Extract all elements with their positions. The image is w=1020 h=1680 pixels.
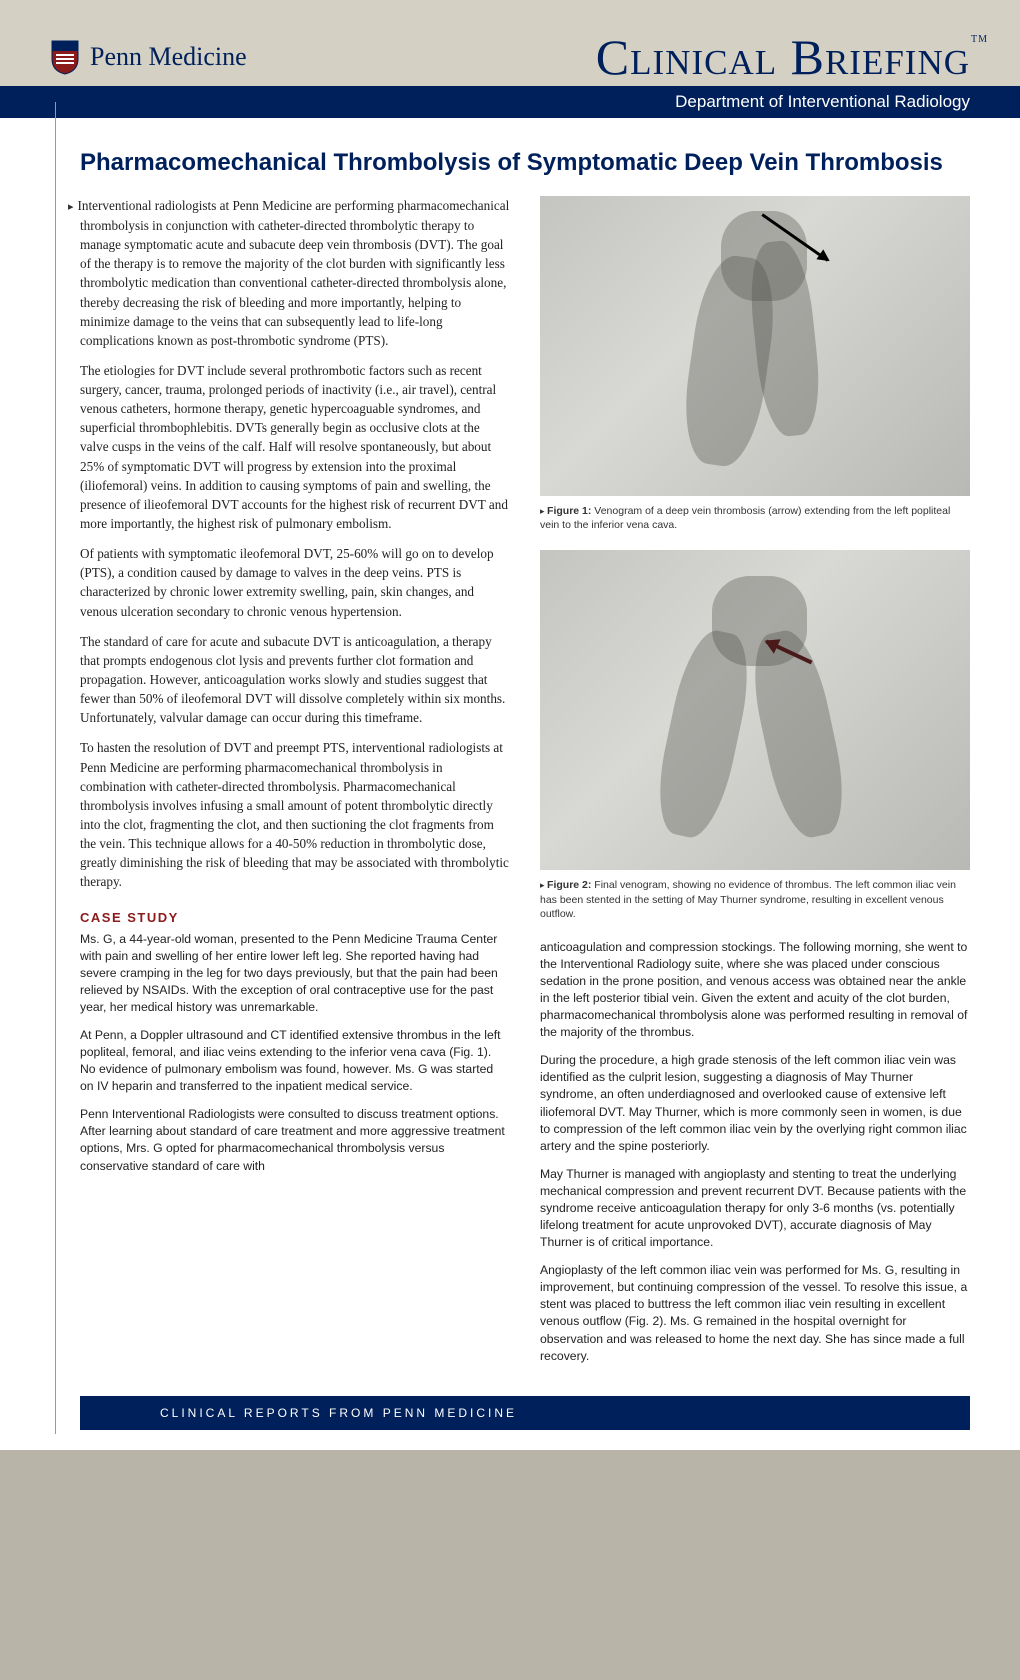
briefing-title-text: Clinical Briefing	[596, 29, 970, 85]
right-paragraph: May Thurner is managed with angioplasty …	[540, 1166, 970, 1251]
figure-2-caption: Figure 2: Final venogram, showing no evi…	[540, 878, 970, 921]
header-top: Penn Medicine Clinical Briefing TM	[50, 28, 970, 86]
shield-icon	[50, 39, 80, 75]
article-title: Pharmacomechanical Thrombolysis of Sympt…	[80, 148, 970, 178]
vertical-rule	[55, 102, 56, 1434]
trademark: TM	[971, 34, 988, 45]
right-column: Figure 1: Venogram of a deep vein thromb…	[540, 196, 970, 1376]
intro-paragraph: Interventional radiologists at Penn Medi…	[80, 196, 510, 350]
figure-1-caption: Figure 1: Venogram of a deep vein thromb…	[540, 504, 970, 532]
briefing-title: Clinical Briefing TM	[596, 28, 970, 86]
content-area: Pharmacomechanical Thrombolysis of Sympt…	[0, 118, 1020, 1450]
body-paragraph: The standard of care for acute and subac…	[80, 632, 510, 728]
logo-text: Penn Medicine	[90, 42, 247, 72]
figure-1-label: Figure 1:	[547, 505, 591, 517]
figure-2-image	[540, 550, 970, 870]
right-paragraph: During the procedure, a high grade steno…	[540, 1052, 970, 1154]
body-paragraph: The etiologies for DVT include several p…	[80, 361, 510, 533]
header-band: Penn Medicine Clinical Briefing TM	[0, 0, 1020, 86]
two-column-layout: Interventional radiologists at Penn Medi…	[80, 196, 970, 1376]
left-column: Interventional radiologists at Penn Medi…	[80, 196, 510, 1376]
right-paragraph: Angioplasty of the left common iliac vei…	[540, 1262, 970, 1364]
footer-bar: CLINICAL REPORTS FROM PENN MEDICINE	[80, 1396, 970, 1430]
page: Penn Medicine Clinical Briefing TM Depar…	[0, 0, 1020, 1450]
case-study-heading: CASE STUDY	[80, 910, 510, 925]
body-paragraph: To hasten the resolution of DVT and pree…	[80, 738, 510, 891]
figure-1-image	[540, 196, 970, 496]
case-paragraph: Penn Interventional Radiologists were co…	[80, 1106, 510, 1174]
figure-1-text: Venogram of a deep vein thrombosis (arro…	[540, 505, 950, 531]
figure-2-text: Final venogram, showing no evidence of t…	[540, 879, 956, 919]
figure-2-label: Figure 2:	[547, 879, 591, 891]
body-paragraph: Of patients with symptomatic ileofemoral…	[80, 544, 510, 621]
case-paragraph: At Penn, a Doppler ultrasound and CT ide…	[80, 1027, 510, 1095]
department-bar: Department of Interventional Radiology	[0, 86, 1020, 118]
penn-logo: Penn Medicine	[50, 39, 247, 75]
right-paragraph: anticoagulation and compression stocking…	[540, 939, 970, 1041]
case-paragraph: Ms. G, a 44-year-old woman, presented to…	[80, 931, 510, 1016]
